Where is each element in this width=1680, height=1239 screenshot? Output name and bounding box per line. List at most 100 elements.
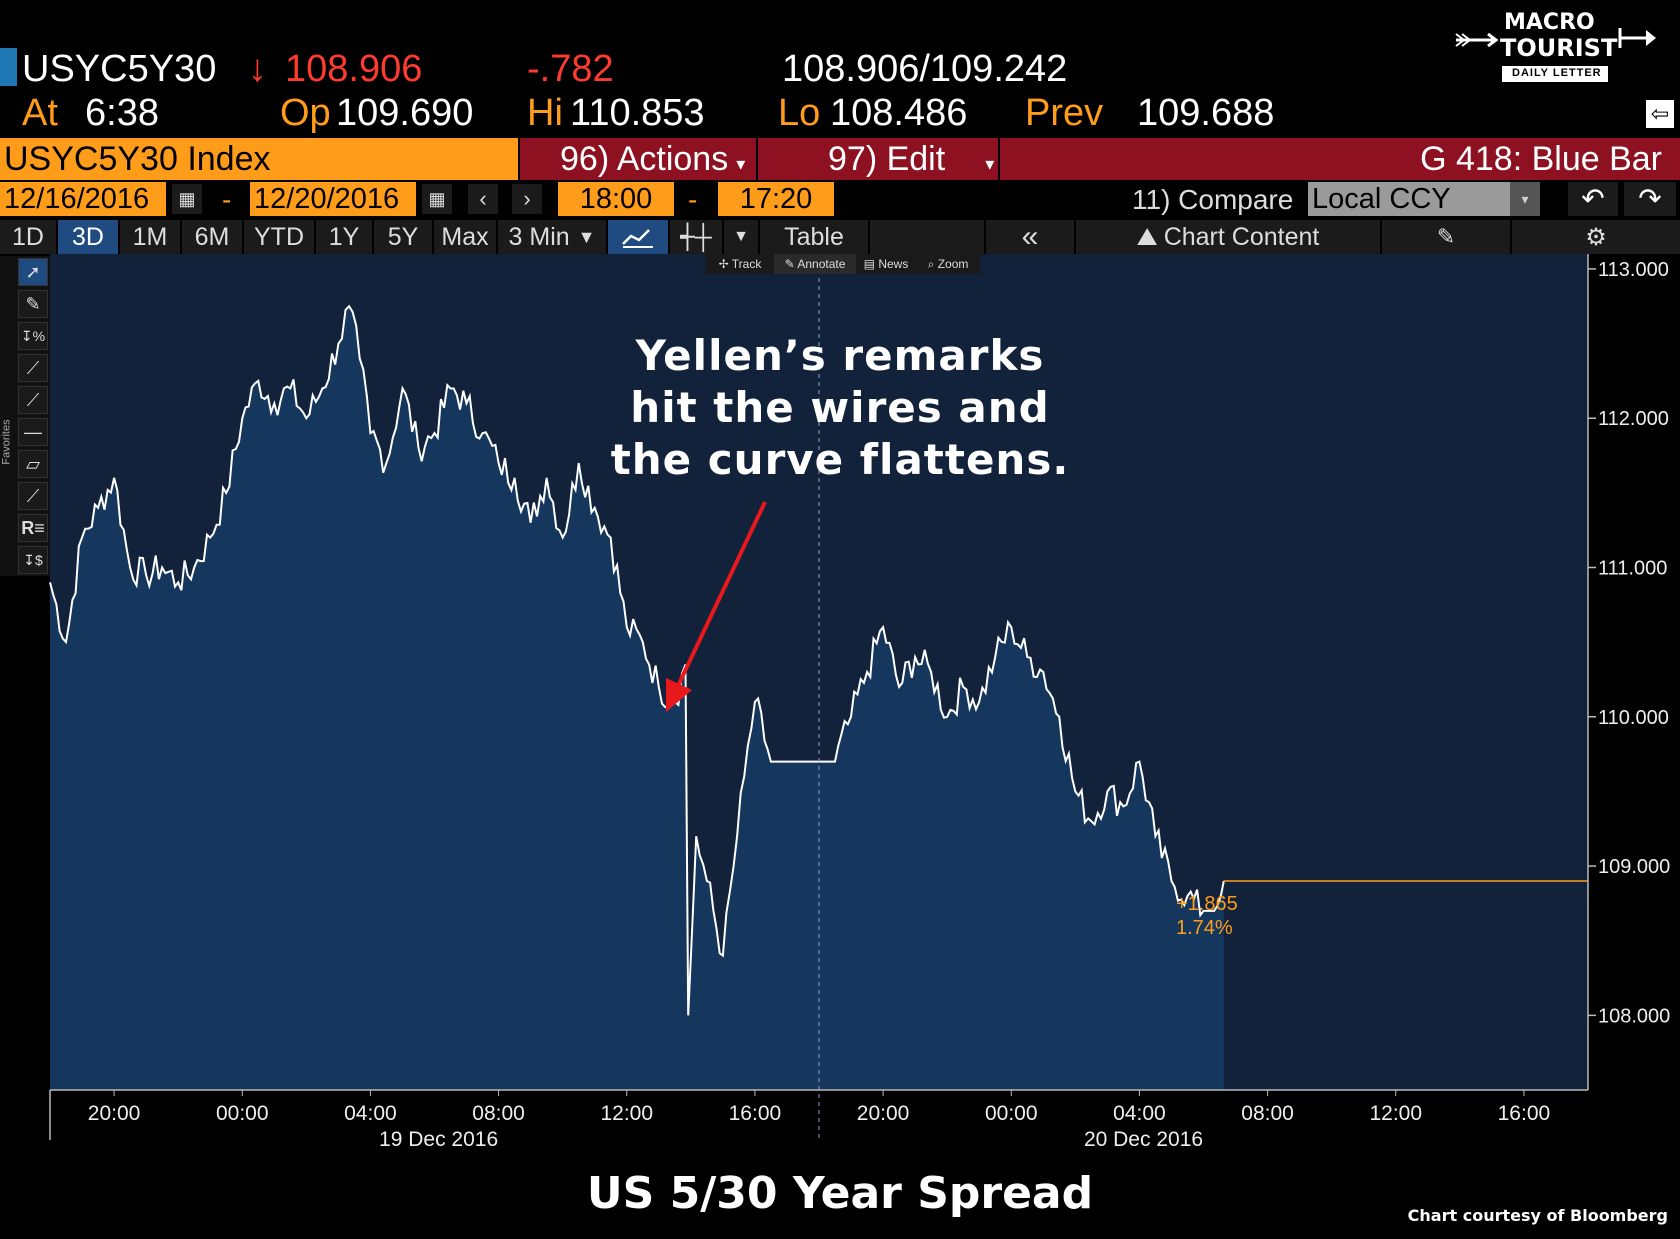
chart-content-button[interactable]: ⛰ Chart Content (1076, 220, 1382, 254)
end-date-field[interactable]: 12/20/2016 (250, 182, 416, 216)
horizontal-line-icon[interactable]: — (18, 418, 48, 446)
news-icon: ▤ (863, 257, 879, 271)
chart-content-icon: ⛰ (1136, 222, 1158, 251)
interval-select[interactable]: 3 Min ▼ (498, 220, 608, 254)
x-tick-label: 16:00 (729, 1102, 782, 1125)
track-label: Track (731, 257, 762, 271)
period-1m[interactable]: 1M (120, 220, 182, 254)
prev-value: 109.688 (1137, 92, 1275, 134)
bar-type-icon[interactable]: ┽┼ (670, 220, 724, 254)
start-time-field[interactable]: 18:00 (558, 182, 674, 216)
chart-mode-toolbar: ✢ Track ✎ Annotate ▤ News ⌕ Zoom (706, 254, 980, 274)
last-change-pct: 1.74% (1176, 917, 1233, 939)
date-dash: - (222, 184, 232, 215)
macro-tourist-logo: MACRO TOURIST DAILY LETTER (1448, 8, 1668, 88)
x-tick-label: 08:00 (1241, 1102, 1294, 1125)
redo-icon[interactable]: ↷ (1624, 182, 1676, 216)
period-1d[interactable]: 1D (0, 220, 58, 254)
prev-period-icon[interactable]: ‹ (468, 184, 498, 214)
ray-icon[interactable]: ⟋ (18, 482, 48, 510)
next-period-icon[interactable]: › (512, 184, 542, 214)
zoom-mode[interactable]: ⌕ Zoom (916, 254, 980, 274)
open-value: 109.690 (336, 92, 474, 134)
line-chart-icon[interactable] (608, 220, 670, 254)
collapse-icon[interactable]: « (986, 220, 1076, 254)
spread-line (49, 304, 1225, 1016)
annotate-mode[interactable]: ✎ Annotate (774, 254, 856, 274)
price-measure-icon[interactable]: ↧$ (18, 546, 48, 574)
annotation-line-2: hit the wires and (630, 383, 1050, 432)
period-5y[interactable]: 5Y (374, 220, 434, 254)
actions-menu[interactable]: 96) Actions ▾ (520, 138, 756, 180)
chart-content-label: Chart Content (1163, 222, 1320, 251)
percent-measure-icon[interactable]: ↧% (18, 322, 48, 350)
undo-icon[interactable]: ↶ (1568, 182, 1618, 216)
edit-menu[interactable]: 97) Edit ▾ (758, 138, 998, 180)
x-date-label: 19 Dec 2016 (379, 1128, 498, 1150)
ticker-symbol: USYC5Y30 (22, 48, 217, 90)
currency-value: Local CCY (1312, 183, 1451, 215)
table-button[interactable]: Table (760, 220, 870, 254)
bid-ask: 108.906/109.242 (782, 48, 1068, 90)
y-axis: 113.000 112.000 111.000 110.000 109.000 108.0… (1587, 254, 1670, 1090)
period-3d[interactable]: 3D (58, 220, 120, 254)
edit-label: 97) Edit (828, 140, 946, 178)
security-field[interactable]: USYC5Y30 Index (0, 138, 518, 180)
at-label: At (22, 92, 58, 134)
news-mode[interactable]: ▤ News (856, 254, 916, 274)
settings-gear-icon[interactable]: ⚙ (1512, 220, 1680, 254)
channel-icon[interactable]: ▱ (18, 450, 48, 478)
x-tick-label: 00:00 (216, 1102, 269, 1125)
period-max[interactable]: Max (434, 220, 498, 254)
period-toolbar: 1D 3D 1M 6M YTD 1Y 5Y Max 3 Min ▼ ┽┼ ▼ Ta… (0, 220, 1680, 254)
segment-icon[interactable]: ⟋ (18, 386, 48, 414)
period-6m[interactable]: 6M (182, 220, 244, 254)
x-date-label: 20 Dec 2016 (1084, 1128, 1203, 1150)
trendline-icon[interactable]: ⟋ (18, 354, 48, 382)
last-price-arrow: ↓ (248, 48, 267, 90)
currency-select[interactable]: Local CCY ▾ (1308, 182, 1540, 216)
export-icon[interactable]: ⇦ (1646, 100, 1674, 128)
spacer (870, 220, 986, 254)
high-value: 110.853 (570, 92, 705, 134)
end-calendar-icon[interactable]: ▦ (422, 184, 452, 214)
period-ytd[interactable]: YTD (244, 220, 316, 254)
x-tick-label: 04:00 (344, 1102, 397, 1125)
end-time-field[interactable]: 17:20 (718, 182, 834, 216)
zoom-label: Zoom (937, 257, 969, 271)
interval-value: 3 Min (508, 222, 570, 251)
ticker-marker (0, 48, 17, 86)
track-mode[interactable]: ✢ Track (706, 254, 774, 274)
edit-chart-icon[interactable]: ✎ (1382, 220, 1512, 254)
period-1y[interactable]: 1Y (316, 220, 374, 254)
x-tick-label: 12:00 (600, 1102, 653, 1125)
annotation-text: Yellen’s remarks hit the wires and the c… (560, 330, 1120, 486)
compare-button[interactable]: 11) Compare (1132, 184, 1294, 215)
x-tick-label: 00:00 (985, 1102, 1038, 1125)
chart-area (49, 254, 1588, 1140)
pencil-icon[interactable]: ✎ (18, 290, 48, 318)
text-annotation-icon[interactable]: R≡ (18, 514, 48, 542)
y-tick-label: 109.000 (1598, 856, 1670, 878)
chart-type-caret-icon[interactable]: ▼ (724, 220, 760, 254)
pointer-icon[interactable]: ➚ (18, 258, 48, 286)
chart-credit: Chart courtesy of Bloomberg (1407, 1206, 1668, 1225)
actions-caret-icon: ▾ (736, 154, 746, 174)
x-tick-label: 08:00 (472, 1102, 525, 1125)
start-date-field[interactable]: 12/16/2016 (0, 182, 166, 216)
logo-line2: TOURIST (1500, 34, 1618, 62)
x-axis: 20:00 00:00 04:00 08:00 12:00 16:00 20:00 00:00… (49, 1089, 1588, 1150)
high-label: Hi (527, 92, 563, 134)
annotation-line-1: Yellen’s remarks (635, 331, 1045, 380)
logo-line3: DAILY LETTER (1512, 67, 1602, 79)
quote-time: 6:38 (85, 92, 159, 134)
start-calendar-icon[interactable]: ▦ (172, 184, 202, 214)
open-label: Op (280, 92, 331, 134)
edit-caret-icon: ▾ (985, 154, 995, 174)
logo-arrows (1455, 28, 1656, 82)
x-tick-label: 16:00 (1498, 1102, 1551, 1125)
spread-chart[interactable]: 113.000 112.000 111.000 110.000 109.000 108.0… (0, 250, 1680, 1150)
annotation-line-3: the curve flattens. (610, 435, 1070, 484)
chart-title-bar: G 418: Blue Bar (1000, 138, 1680, 180)
y-tick-label: 108.000 (1598, 1005, 1670, 1027)
